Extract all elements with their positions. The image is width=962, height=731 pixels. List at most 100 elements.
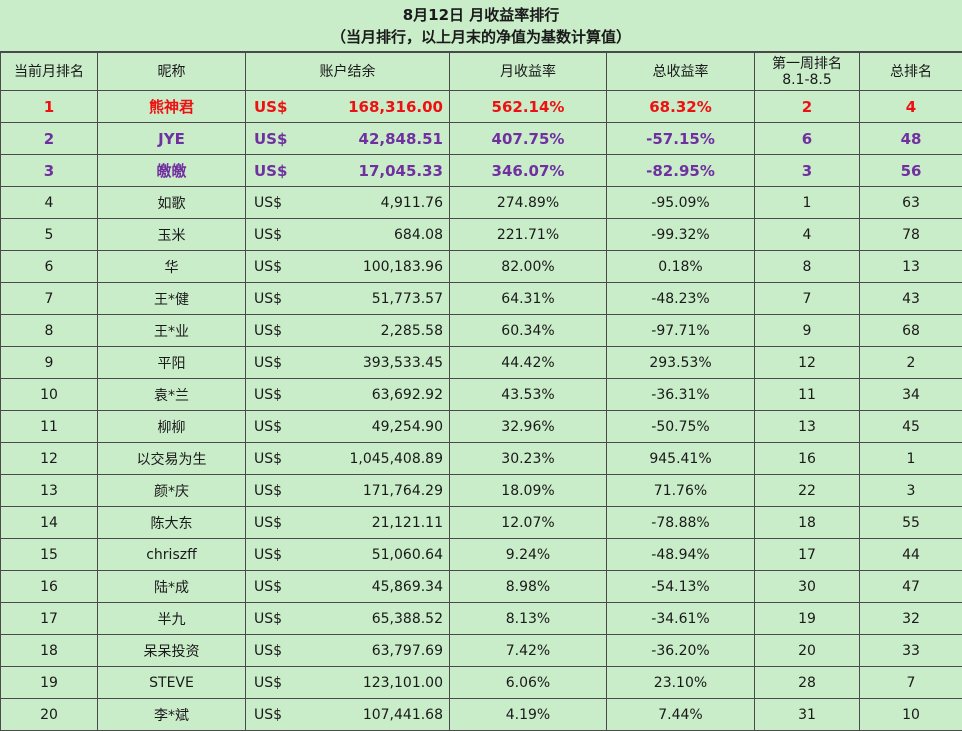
cell-monthly-return: 4.19% bbox=[449, 698, 607, 731]
table-body: 1 熊神君 US$ 168,316.00 562.14% 68.32% 2 4 2 JYE US$ 4… bbox=[0, 90, 962, 731]
header-monthly-return: 月收益率 bbox=[449, 52, 607, 91]
cell-monthly-return: 274.89% bbox=[449, 186, 607, 219]
title-block: 8月12日 月收益率排行 （当月排行，以上月末的净值为基数计算值） bbox=[0, 0, 962, 52]
cell-overall-rank: 47 bbox=[859, 570, 962, 603]
cell-nickname: 呆呆投资 bbox=[97, 634, 246, 667]
header-week1-rank-title: 第一周排名 bbox=[772, 55, 842, 72]
cell-nickname: 王*业 bbox=[97, 314, 246, 347]
cell-week1-rank: 16 bbox=[754, 442, 860, 475]
cell-week1-rank: 6 bbox=[754, 122, 860, 155]
cell-rank: 5 bbox=[0, 218, 98, 251]
table-row: 4 如歌 US$ 4,911.76 274.89% -95.09% 1 63 bbox=[0, 186, 962, 219]
cell-rank: 4 bbox=[0, 186, 98, 219]
cell-balance: 123,101.00 bbox=[305, 666, 450, 699]
cell-week1-rank: 9 bbox=[754, 314, 860, 347]
cell-overall-rank: 48 bbox=[859, 122, 962, 155]
table-row: 1 熊神君 US$ 168,316.00 562.14% 68.32% 2 4 bbox=[0, 90, 962, 123]
cell-total-return: 23.10% bbox=[606, 666, 755, 699]
cell-overall-rank: 55 bbox=[859, 506, 962, 539]
cell-week1-rank: 7 bbox=[754, 282, 860, 315]
cell-monthly-return: 43.53% bbox=[449, 378, 607, 411]
cell-week1-rank: 17 bbox=[754, 538, 860, 571]
cell-overall-rank: 1 bbox=[859, 442, 962, 475]
cell-total-return: -82.95% bbox=[606, 154, 755, 187]
cell-nickname: 华 bbox=[97, 250, 246, 283]
header-total-return: 总收益率 bbox=[606, 52, 755, 91]
header-row: 当前月排名 昵称 账户结余 月收益率 总收益率 第一周排名 8.1-8.5 总排… bbox=[0, 52, 962, 91]
cell-week1-rank: 20 bbox=[754, 634, 860, 667]
cell-rank: 2 bbox=[0, 122, 98, 155]
cell-total-return: -50.75% bbox=[606, 410, 755, 443]
cell-monthly-return: 346.07% bbox=[449, 154, 607, 187]
cell-balance: 4,911.76 bbox=[305, 186, 450, 219]
cell-overall-rank: 63 bbox=[859, 186, 962, 219]
cell-monthly-return: 8.98% bbox=[449, 570, 607, 603]
cell-balance: 63,797.69 bbox=[305, 634, 450, 667]
cell-currency: US$ bbox=[245, 122, 306, 155]
cell-week1-rank: 8 bbox=[754, 250, 860, 283]
cell-total-return: -99.32% bbox=[606, 218, 755, 251]
cell-balance: 45,869.34 bbox=[305, 570, 450, 603]
cell-week1-rank: 1 bbox=[754, 186, 860, 219]
cell-currency: US$ bbox=[245, 314, 306, 347]
cell-balance: 100,183.96 bbox=[305, 250, 450, 283]
cell-currency: US$ bbox=[245, 186, 306, 219]
cell-total-return: 68.32% bbox=[606, 90, 755, 123]
cell-rank: 8 bbox=[0, 314, 98, 347]
cell-total-return: -48.94% bbox=[606, 538, 755, 571]
cell-total-return: -36.20% bbox=[606, 634, 755, 667]
cell-currency: US$ bbox=[245, 410, 306, 443]
cell-monthly-return: 64.31% bbox=[449, 282, 607, 315]
cell-monthly-return: 82.00% bbox=[449, 250, 607, 283]
cell-total-return: -95.09% bbox=[606, 186, 755, 219]
cell-overall-rank: 56 bbox=[859, 154, 962, 187]
cell-total-return: -48.23% bbox=[606, 282, 755, 315]
cell-total-return: -54.13% bbox=[606, 570, 755, 603]
table-row: 18 呆呆投资 US$ 63,797.69 7.42% -36.20% 20 33 bbox=[0, 634, 962, 667]
cell-balance: 17,045.33 bbox=[305, 154, 450, 187]
cell-nickname: 玉米 bbox=[97, 218, 246, 251]
cell-monthly-return: 30.23% bbox=[449, 442, 607, 475]
cell-balance: 1,045,408.89 bbox=[305, 442, 450, 475]
cell-week1-rank: 3 bbox=[754, 154, 860, 187]
cell-monthly-return: 18.09% bbox=[449, 474, 607, 507]
cell-nickname: 如歌 bbox=[97, 186, 246, 219]
cell-overall-rank: 45 bbox=[859, 410, 962, 443]
cell-overall-rank: 7 bbox=[859, 666, 962, 699]
cell-currency: US$ bbox=[245, 154, 306, 187]
table-row: 16 陆*成 US$ 45,869.34 8.98% -54.13% 30 47 bbox=[0, 570, 962, 603]
cell-overall-rank: 78 bbox=[859, 218, 962, 251]
cell-balance: 65,388.52 bbox=[305, 602, 450, 635]
cell-currency: US$ bbox=[245, 634, 306, 667]
cell-currency: US$ bbox=[245, 506, 306, 539]
sheet-subtitle: （当月排行，以上月末的净值为基数计算值） bbox=[330, 27, 631, 46]
header-overall-rank: 总排名 bbox=[859, 52, 962, 91]
cell-currency: US$ bbox=[245, 90, 306, 123]
cell-rank: 17 bbox=[0, 602, 98, 635]
cell-currency: US$ bbox=[245, 218, 306, 251]
cell-nickname: 袁*兰 bbox=[97, 378, 246, 411]
table-row: 5 玉米 US$ 684.08 221.71% -99.32% 4 78 bbox=[0, 218, 962, 251]
table-row: 20 李*斌 US$ 107,441.68 4.19% 7.44% 31 10 bbox=[0, 698, 962, 731]
cell-rank: 16 bbox=[0, 570, 98, 603]
cell-overall-rank: 34 bbox=[859, 378, 962, 411]
cell-nickname: JYE bbox=[97, 122, 246, 155]
cell-week1-rank: 2 bbox=[754, 90, 860, 123]
cell-rank: 12 bbox=[0, 442, 98, 475]
cell-currency: US$ bbox=[245, 282, 306, 315]
cell-monthly-return: 9.24% bbox=[449, 538, 607, 571]
table-row: 11 柳柳 US$ 49,254.90 32.96% -50.75% 13 45 bbox=[0, 410, 962, 443]
header-week1-rank-dates: 8.1-8.5 bbox=[782, 71, 832, 88]
cell-nickname: 以交易为生 bbox=[97, 442, 246, 475]
cell-week1-rank: 30 bbox=[754, 570, 860, 603]
cell-currency: US$ bbox=[245, 442, 306, 475]
cell-nickname: 李*斌 bbox=[97, 698, 246, 731]
cell-nickname: chriszff bbox=[97, 538, 246, 571]
cell-overall-rank: 3 bbox=[859, 474, 962, 507]
cell-rank: 10 bbox=[0, 378, 98, 411]
table-row: 2 JYE US$ 42,848.51 407.75% -57.15% 6 48 bbox=[0, 122, 962, 155]
cell-overall-rank: 33 bbox=[859, 634, 962, 667]
cell-total-return: -34.61% bbox=[606, 602, 755, 635]
cell-total-return: 945.41% bbox=[606, 442, 755, 475]
cell-rank: 19 bbox=[0, 666, 98, 699]
